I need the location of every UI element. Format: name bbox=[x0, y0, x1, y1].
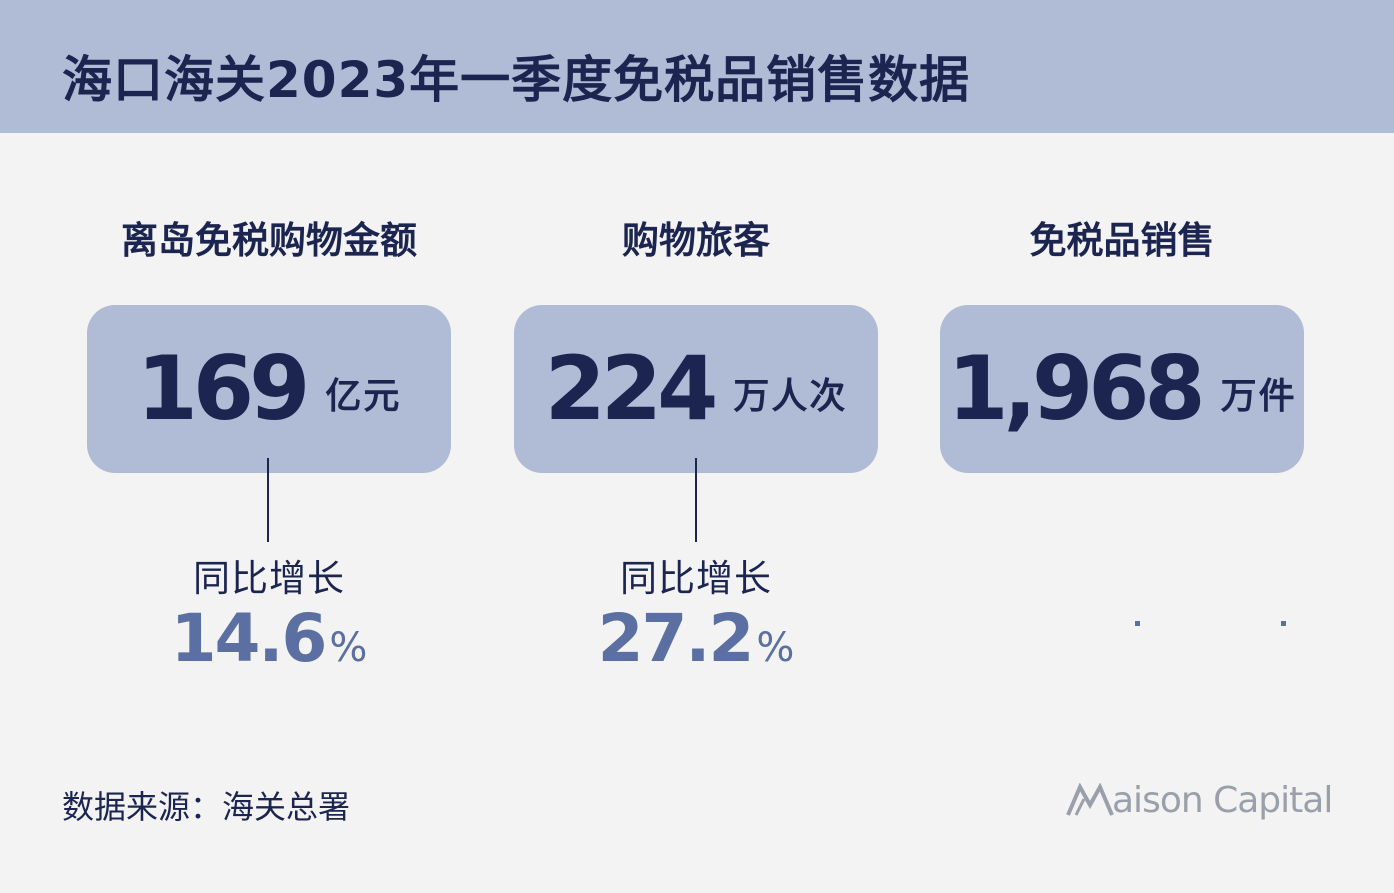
growth-value-amount: 14.6% bbox=[87, 600, 451, 677]
brand-logo: aison Capital bbox=[1066, 778, 1333, 822]
stat-unit: 万人次 bbox=[733, 376, 848, 417]
stat-value: 224 bbox=[544, 337, 719, 440]
growth-percent: % bbox=[756, 625, 795, 671]
growth-label: 同比增长 bbox=[620, 557, 772, 600]
decorative-dot bbox=[1281, 621, 1286, 626]
connector-line bbox=[695, 458, 697, 542]
stat-label-duty-free-amount: 离岛免税购物金额 bbox=[121, 219, 417, 262]
growth-value-shoppers: 27.2% bbox=[514, 600, 878, 677]
stat-unit: 万件 bbox=[1220, 376, 1297, 417]
header-banner: 海口海关2023年一季度免税品销售数据 bbox=[0, 0, 1394, 133]
stat-card-duty-free-amount: 169 亿元 bbox=[87, 305, 451, 473]
stat-label-items-sold: 免税品销售 bbox=[1029, 219, 1215, 262]
stat-unit: 亿元 bbox=[325, 376, 402, 417]
maison-m-logo-icon bbox=[1066, 783, 1114, 816]
growth-percent: % bbox=[329, 625, 368, 671]
page-title: 海口海关2023年一季度免税品销售数据 bbox=[62, 51, 971, 109]
growth-label: 同比增长 bbox=[193, 557, 345, 600]
data-source-note: 数据来源：海关总署 bbox=[62, 788, 351, 826]
growth-number: 14.6 bbox=[170, 600, 328, 677]
growth-number: 27.2 bbox=[597, 600, 755, 677]
stat-label-shoppers: 购物旅客 bbox=[622, 219, 770, 262]
stat-card-items-sold: 1,968 万件 bbox=[940, 305, 1304, 473]
decorative-dot bbox=[1135, 621, 1140, 626]
stat-value: 169 bbox=[136, 337, 311, 440]
stat-card-shoppers: 224 万人次 bbox=[514, 305, 878, 473]
brand-name: aison Capital bbox=[1112, 779, 1333, 821]
connector-line bbox=[267, 458, 269, 542]
stat-value: 1,968 bbox=[947, 337, 1205, 440]
